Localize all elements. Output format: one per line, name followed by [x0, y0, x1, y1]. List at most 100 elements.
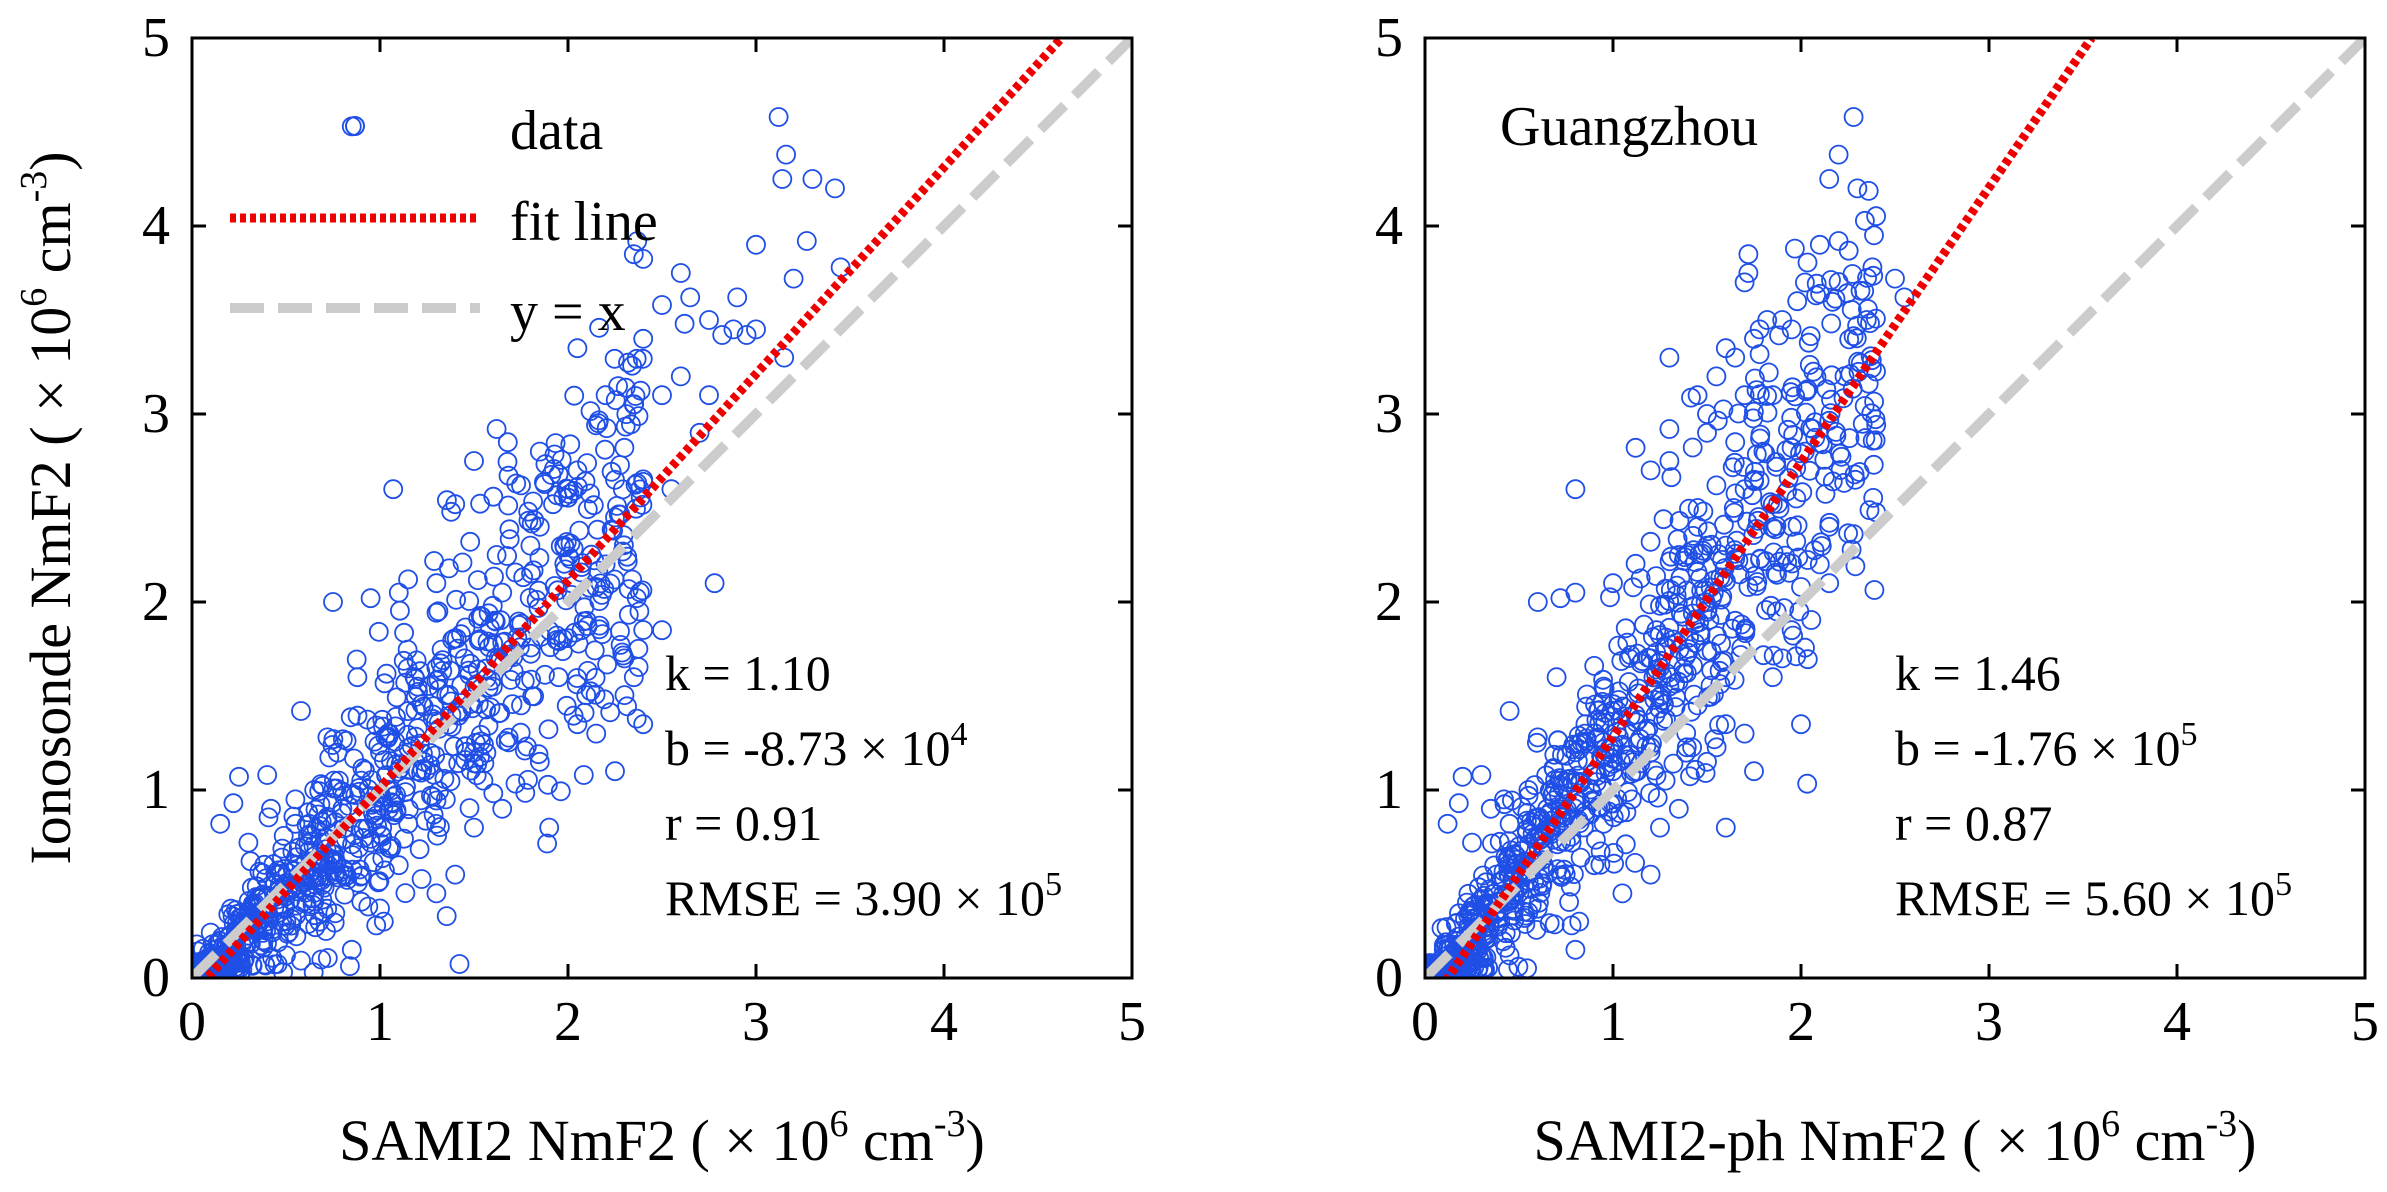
- data-point: [309, 781, 330, 801]
- data-point: [1685, 759, 1706, 780]
- data-point: [1568, 734, 1588, 754]
- data-point: [567, 338, 588, 359]
- data-point: [258, 807, 279, 828]
- data-point: [1666, 575, 1687, 596]
- data-point: [689, 422, 710, 443]
- data-point: [332, 729, 353, 750]
- data-point: [1866, 308, 1886, 329]
- data-point: [368, 621, 389, 642]
- data-point: [1797, 550, 1818, 570]
- data-point: [1785, 386, 1806, 407]
- data-point: [1706, 366, 1727, 387]
- data-point: [623, 667, 644, 688]
- data-point: [388, 855, 409, 876]
- data-point: [1845, 469, 1866, 490]
- data-point: [1615, 618, 1636, 639]
- data-point: [1865, 409, 1886, 430]
- left-stats: k = 1.10 b = -8.73 × 104 r = 0.91 RMSE =…: [665, 645, 1062, 926]
- data-point: [629, 601, 650, 622]
- data-point: [1521, 895, 1542, 916]
- data-point: [1713, 399, 1734, 420]
- data-point: [441, 501, 462, 522]
- data-point: [396, 776, 416, 797]
- data-point: [1744, 761, 1764, 782]
- data-point: [407, 718, 428, 738]
- data-point: [1843, 107, 1864, 127]
- data-point: [1846, 328, 1867, 349]
- data-point: [1769, 325, 1789, 346]
- data-point: [460, 531, 481, 552]
- data-point: [1838, 523, 1858, 544]
- data-point: [452, 552, 473, 573]
- data-point: [1786, 646, 1807, 667]
- data-point: [444, 736, 464, 757]
- data-point: [444, 628, 465, 649]
- data-point: [1841, 299, 1862, 320]
- left-axis-ticks: 0 1 2 3 4 5 0 1 2 3 4 5: [142, 7, 1146, 1053]
- data-point: [350, 866, 371, 887]
- data-point: [1810, 283, 1830, 304]
- data-point: [544, 444, 565, 465]
- right-stats: k = 1.46 b = -1.76 × 105 r = 0.87 RMSE =…: [1895, 645, 2292, 926]
- data-point: [1866, 206, 1886, 227]
- data-point: [434, 769, 455, 789]
- x-tick-label: 3: [742, 991, 770, 1053]
- data-point: [1640, 460, 1661, 481]
- data-point: [1885, 268, 1905, 289]
- data-point: [1517, 803, 1538, 823]
- data-point: [350, 818, 371, 839]
- data-point: [305, 875, 326, 895]
- data-point: [1695, 592, 1716, 613]
- data-point: [1709, 660, 1730, 681]
- data-point: [492, 582, 513, 603]
- data-point: [577, 616, 598, 636]
- left-stat-b-base: b = -8.73 × 10: [665, 720, 951, 776]
- data-point: [1787, 291, 1808, 312]
- data-point: [316, 921, 336, 941]
- data-point: [485, 611, 506, 632]
- data-point: [423, 804, 444, 825]
- data-point: [251, 935, 272, 956]
- data-point: [486, 545, 507, 565]
- left-plot-frame: [190, 36, 1134, 980]
- data-point: [455, 617, 476, 638]
- legend-fit-line-label: fit line: [510, 191, 658, 253]
- data-point: [1681, 701, 1702, 722]
- data-point: [1769, 551, 1790, 572]
- left-stat-b-exponent: 4: [951, 716, 968, 753]
- data-point: [1734, 723, 1755, 744]
- data-point: [426, 790, 447, 811]
- data-point: [1666, 687, 1686, 708]
- data-point: [282, 909, 303, 930]
- data-point: [616, 404, 637, 425]
- data-point: [495, 731, 516, 751]
- data-point: [480, 697, 501, 718]
- data-point: [1567, 750, 1588, 771]
- data-point: [500, 670, 521, 690]
- data-point: [410, 661, 431, 682]
- data-point: [302, 894, 323, 915]
- data-point: [1707, 410, 1728, 431]
- data-point: [618, 352, 638, 373]
- data-point: [1756, 600, 1776, 620]
- data-point: [633, 714, 654, 735]
- data-point: [538, 719, 559, 740]
- data-point: [1515, 914, 1536, 934]
- data-point: [1761, 595, 1781, 616]
- data-point: [1659, 617, 1680, 638]
- data-point: [1695, 763, 1716, 783]
- data-point: [1863, 454, 1884, 475]
- data-point: [346, 649, 367, 670]
- data-point: [285, 813, 306, 834]
- data-point: [1600, 587, 1620, 608]
- data-point: [223, 793, 244, 814]
- data-point: [1471, 765, 1492, 785]
- data-point: [408, 682, 428, 702]
- data-point: [483, 783, 504, 804]
- data-point: [1625, 853, 1645, 873]
- data-point: [1806, 273, 1827, 294]
- data-point: [395, 782, 416, 802]
- data-point: [342, 859, 363, 880]
- data-point: [1746, 380, 1767, 401]
- data-point: [1593, 669, 1613, 690]
